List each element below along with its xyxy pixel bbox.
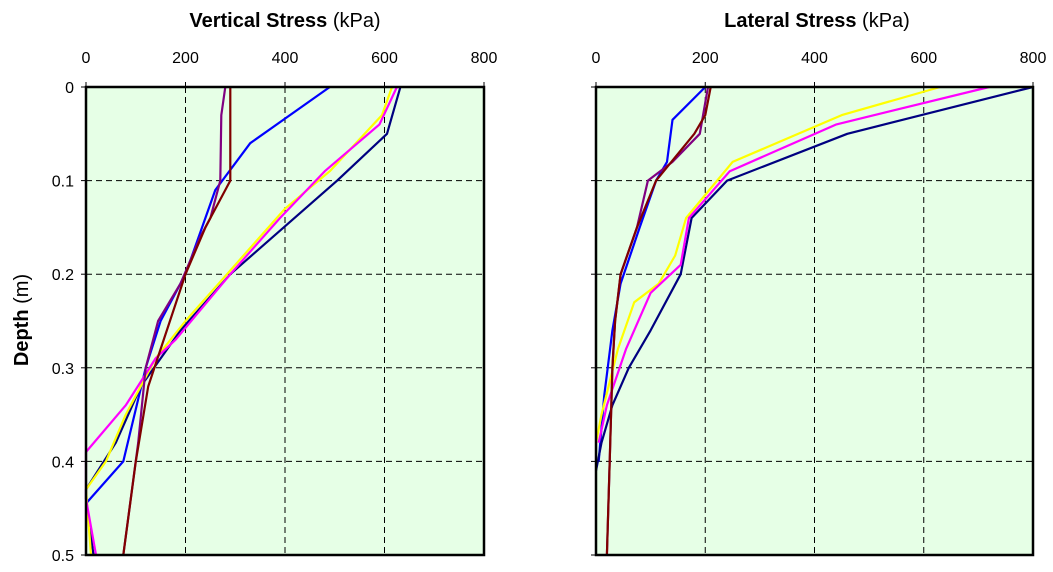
depth-axis-label: Depth (m) xyxy=(11,274,33,366)
lateral-stress-series-line-1 xyxy=(597,86,707,462)
lateral-stress-x-tick-label: 200 xyxy=(692,50,719,67)
lateral-stress-chart: Lateral Stress (kPa) 0 200 400 600 800 xyxy=(591,10,1047,557)
vertical-stress-x-tick-label: 0 xyxy=(82,50,91,67)
vertical-stress-x-tick-label: 600 xyxy=(371,50,398,67)
lateral-stress-x-tick-labels: 0 200 400 600 800 xyxy=(592,50,1047,67)
vertical-stress-x-tick-label: 800 xyxy=(471,50,498,67)
vertical-stress-x-tick-labels: 0 200 400 600 800 xyxy=(82,50,498,67)
lateral-stress-series-line-3 xyxy=(594,85,941,443)
vertical-stress-series-line-6 xyxy=(122,87,232,556)
lateral-stress-x-tick-label: 800 xyxy=(1020,50,1047,67)
vertical-stress-y-tick-label: 0.1 xyxy=(52,174,74,191)
vertical-stress-y-tick-label: 0.2 xyxy=(52,267,74,284)
lateral-stress-x-tick-label: 0 xyxy=(592,50,601,67)
vertical-stress-y-tick-labels: 0 0.1 0.2 0.3 0.4 0.5 xyxy=(52,80,74,565)
lateral-stress-series-group xyxy=(594,85,1034,556)
lateral-stress-series-line-4 xyxy=(597,85,990,443)
vertical-stress-title: Vertical Stress (kPa) xyxy=(189,10,380,32)
vertical-stress-tick-marks xyxy=(81,82,485,556)
lateral-stress-x-tick-label: 600 xyxy=(910,50,937,67)
lateral-stress-series-line-6 xyxy=(605,86,712,556)
lateral-stress-gridlines xyxy=(596,87,1033,555)
lateral-stress-x-tick-label: 400 xyxy=(801,50,828,67)
vertical-stress-title-unit: (kPa) xyxy=(333,10,381,32)
vertical-stress-y-tick-label: 0.5 xyxy=(52,548,74,565)
lateral-stress-series-line-2 xyxy=(594,85,1034,472)
lateral-stress-title-unit: (kPa) xyxy=(862,10,910,32)
vertical-stress-title-bold: Vertical Stress xyxy=(189,10,327,32)
vertical-stress-chart: Vertical Stress (kPa) 0 200 400 600 800 0 0.1… xyxy=(11,10,497,565)
lateral-stress-title-bold: Lateral Stress xyxy=(724,10,856,32)
depth-axis-label-bold: Depth xyxy=(11,309,33,366)
vertical-stress-y-tick-label: 0.4 xyxy=(52,454,74,471)
lateral-stress-title: Lateral Stress (kPa) xyxy=(724,10,910,32)
vertical-stress-y-tick-label: 0 xyxy=(65,80,74,97)
lateral-stress-tick-marks xyxy=(591,82,1034,556)
vertical-stress-x-tick-label: 400 xyxy=(272,50,299,67)
depth-axis-label-unit: (m) xyxy=(11,274,33,304)
vertical-stress-x-tick-label: 200 xyxy=(172,50,199,67)
vertical-stress-y-tick-label: 0.3 xyxy=(52,361,74,378)
